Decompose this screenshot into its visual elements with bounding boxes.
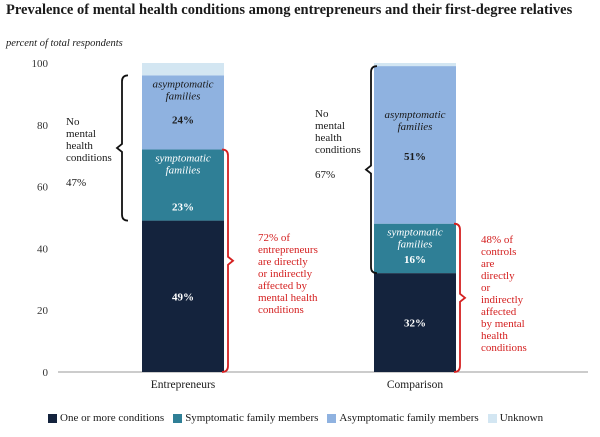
legend-label: Symptomatic family members — [185, 412, 319, 424]
chart-subtitle: percent of total respondents — [6, 38, 123, 49]
bar-segment — [142, 149, 224, 221]
bracket-affected — [453, 222, 467, 373]
legend-swatch — [487, 413, 497, 423]
y-tick-label: 80 — [37, 120, 49, 132]
segment-inner-label: asymptomatic families — [152, 78, 213, 102]
segment-inner-label: asymptomatic families — [384, 109, 445, 133]
chart-title: Prevalence of mental health conditions a… — [6, 2, 573, 18]
bracket-no-conditions — [115, 74, 129, 222]
legend-swatch — [327, 413, 337, 423]
segment-value-label: 32% — [404, 318, 426, 330]
legend-item: Asymptomatic family members — [327, 412, 479, 424]
legend-label: Unknown — [499, 412, 544, 424]
bar-segment — [374, 223, 456, 274]
bar-segment — [374, 66, 456, 224]
bar-segment — [374, 63, 456, 67]
segment-value-label: 23% — [172, 202, 194, 214]
legend-item: Symptomatic family members — [173, 412, 318, 424]
legend-label: One or more conditions — [60, 412, 165, 424]
y-tick-label: 40 — [37, 243, 49, 255]
segment-value-label: 16% — [404, 254, 426, 266]
annotation-no-conditions: No mental health conditions — [315, 108, 361, 156]
bar-segment — [142, 75, 224, 150]
y-tick-label: 20 — [37, 305, 49, 317]
bracket-no-conditions — [364, 65, 378, 275]
annotation-affected: 48% of controls are directly or indirectly aff… — [481, 234, 527, 354]
bar-segment — [374, 273, 456, 372]
y-tick-label: 100 — [32, 58, 49, 70]
segment-value-label: 49% — [172, 291, 194, 303]
bar-segment — [142, 220, 224, 372]
legend-label: Asymptomatic family members — [339, 412, 479, 424]
legend: One or more conditions Symptomatic family… — [48, 412, 543, 424]
annotation-affected: 72% of entrepreneurs are directly or indire… — [258, 232, 318, 316]
annotation-no-conditions-value: 67% — [315, 169, 335, 181]
legend-item: One or more conditions — [48, 412, 164, 424]
x-category-label: Entrepreneurs — [151, 379, 216, 391]
segment-value-label: 24% — [172, 114, 194, 126]
legend-swatch — [173, 413, 183, 423]
annotation-no-conditions-value: 47% — [66, 177, 86, 189]
x-category-label: Comparison — [387, 379, 443, 391]
segment-inner-label: symptomatic families — [155, 153, 211, 177]
legend-item: Unknown — [487, 412, 544, 424]
legend-swatch — [48, 413, 57, 423]
segment-value-label: 51% — [404, 151, 426, 163]
y-tick-label: 0 — [43, 367, 49, 379]
bar-segment — [142, 63, 224, 76]
y-tick-label: 60 — [37, 182, 49, 194]
annotation-no-conditions: No mental health conditions — [66, 116, 112, 164]
bracket-affected — [221, 148, 235, 373]
segment-inner-label: symptomatic families — [387, 227, 443, 251]
